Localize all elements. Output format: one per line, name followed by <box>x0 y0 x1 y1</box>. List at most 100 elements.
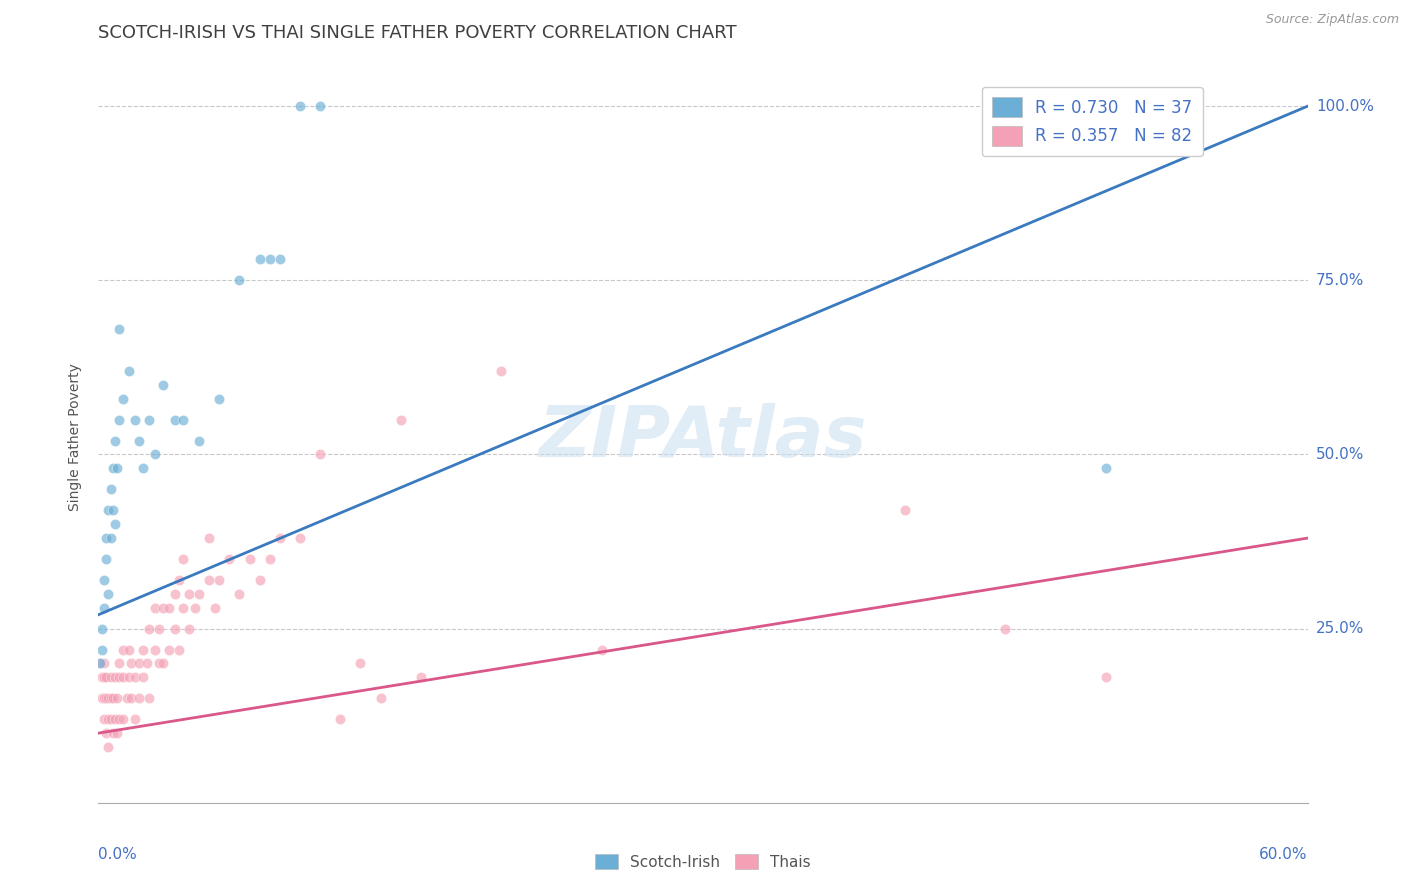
Point <box>132 670 155 684</box>
Point <box>97 587 120 601</box>
Point <box>994 622 1017 636</box>
Point <box>184 600 207 615</box>
Point <box>172 552 194 566</box>
Point <box>105 691 128 706</box>
Point <box>107 412 129 426</box>
Point <box>128 691 150 706</box>
Point <box>163 587 186 601</box>
Point <box>157 600 180 615</box>
Point <box>208 573 231 587</box>
Point <box>111 712 134 726</box>
Point <box>91 642 114 657</box>
Point <box>97 691 120 706</box>
Point <box>96 691 118 706</box>
Point <box>1095 461 1118 475</box>
Point <box>103 434 125 448</box>
Point <box>91 670 114 684</box>
Point <box>132 461 155 475</box>
Text: ZIPAtlas: ZIPAtlas <box>538 402 868 472</box>
Point <box>1095 670 1118 684</box>
Point <box>208 392 231 406</box>
Point <box>103 712 125 726</box>
Point <box>309 448 332 462</box>
Point <box>288 99 311 113</box>
Point <box>172 600 194 615</box>
Text: SCOTCH-IRISH VS THAI SINGLE FATHER POVERTY CORRELATION CHART: SCOTCH-IRISH VS THAI SINGLE FATHER POVER… <box>98 24 737 42</box>
Point <box>111 670 134 684</box>
Point <box>101 726 124 740</box>
Point <box>138 691 160 706</box>
Point <box>101 503 124 517</box>
Point <box>124 412 146 426</box>
Legend: Scotch-Irish, Thais: Scotch-Irish, Thais <box>589 847 817 876</box>
Point <box>93 670 115 684</box>
Point <box>132 642 155 657</box>
Point <box>204 600 226 615</box>
Point <box>152 657 174 671</box>
Point <box>96 531 118 545</box>
Text: 75.0%: 75.0% <box>1316 273 1364 288</box>
Text: 100.0%: 100.0% <box>1316 99 1374 113</box>
Point <box>96 670 118 684</box>
Point <box>143 600 166 615</box>
Point <box>269 252 291 267</box>
Point <box>100 483 122 497</box>
Point <box>269 531 291 545</box>
Point <box>309 99 332 113</box>
Point <box>288 531 311 545</box>
Point <box>349 657 371 671</box>
Point <box>179 587 201 601</box>
Point <box>370 691 392 706</box>
Point <box>120 691 142 706</box>
Point <box>107 322 129 336</box>
Point <box>128 434 150 448</box>
Point <box>218 552 240 566</box>
Point <box>107 670 129 684</box>
Point <box>152 600 174 615</box>
Point <box>107 712 129 726</box>
Point <box>259 252 281 267</box>
Text: 60.0%: 60.0% <box>1260 847 1308 862</box>
Text: 50.0%: 50.0% <box>1316 447 1364 462</box>
Point <box>138 622 160 636</box>
Point <box>118 670 141 684</box>
Point <box>228 587 250 601</box>
Point <box>103 517 125 532</box>
Point <box>100 670 122 684</box>
Point <box>198 531 221 545</box>
Point <box>172 412 194 426</box>
Point <box>148 622 170 636</box>
Point <box>118 364 141 378</box>
Point <box>163 622 186 636</box>
Point <box>105 726 128 740</box>
Point <box>135 657 157 671</box>
Point <box>100 712 122 726</box>
Point <box>100 531 122 545</box>
Point <box>105 461 128 475</box>
Point <box>143 642 166 657</box>
Point <box>107 657 129 671</box>
Point <box>93 712 115 726</box>
Point <box>101 691 124 706</box>
Point <box>152 377 174 392</box>
Point <box>591 642 613 657</box>
Point <box>89 657 111 671</box>
Point <box>893 503 915 517</box>
Y-axis label: Single Father Poverty: Single Father Poverty <box>69 363 83 511</box>
Point <box>143 448 166 462</box>
Point <box>409 670 432 684</box>
Point <box>228 273 250 287</box>
Point <box>491 364 513 378</box>
Point <box>239 552 262 566</box>
Point <box>163 412 186 426</box>
Point <box>101 461 124 475</box>
Point <box>249 252 271 267</box>
Point <box>96 552 118 566</box>
Point <box>97 740 120 755</box>
Point <box>198 573 221 587</box>
Point <box>103 670 125 684</box>
Point <box>138 412 160 426</box>
Text: 0.0%: 0.0% <box>98 847 138 862</box>
Text: Source: ZipAtlas.com: Source: ZipAtlas.com <box>1265 13 1399 27</box>
Text: 25.0%: 25.0% <box>1316 621 1364 636</box>
